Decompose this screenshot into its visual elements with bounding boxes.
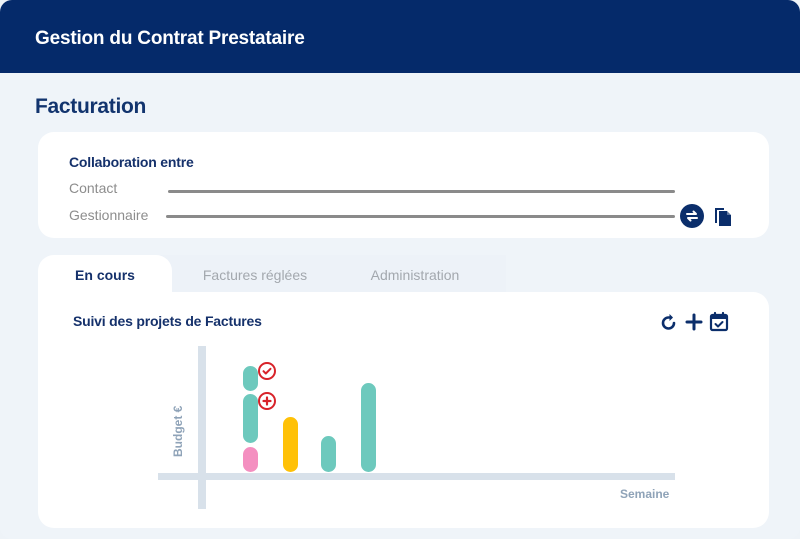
- copy-button[interactable]: [712, 204, 734, 228]
- copy-icon: [715, 208, 731, 226]
- swap-button[interactable]: [680, 204, 704, 228]
- page-title: Facturation: [35, 95, 147, 118]
- app-title: Gestion du Contrat Prestataire: [35, 28, 305, 49]
- plus-circle-icon: [262, 396, 272, 406]
- bar-4[interactable]: [361, 383, 376, 472]
- plus-icon: [685, 313, 703, 331]
- y-axis-label: Budget €: [171, 405, 185, 457]
- tab-en-cours[interactable]: En cours: [38, 255, 172, 295]
- collaboration-card: Collaboration entre Contact Gestionnaire: [38, 132, 769, 238]
- gestionnaire-field[interactable]: [166, 215, 675, 218]
- check-icon: [262, 367, 272, 375]
- bar-1-segment-teal[interactable]: [243, 394, 258, 443]
- refresh-icon: [661, 314, 676, 330]
- calendar-check-icon: [709, 311, 729, 332]
- x-axis: [158, 473, 675, 480]
- collaboration-title: Collaboration entre: [69, 154, 194, 170]
- contact-field[interactable]: [168, 190, 675, 193]
- bar-3[interactable]: [321, 436, 336, 472]
- refresh-button[interactable]: [658, 311, 680, 333]
- y-axis: [198, 346, 206, 509]
- x-axis-label: Semaine: [620, 487, 670, 501]
- tab-administration[interactable]: Administration: [370, 267, 460, 283]
- swap-icon: [680, 204, 704, 228]
- bar-2[interactable]: [283, 417, 298, 472]
- add-item-badge[interactable]: [258, 392, 276, 410]
- add-button[interactable]: [683, 311, 705, 333]
- bar-1-segment-teal-top[interactable]: [243, 366, 258, 391]
- bar-1-segment-pink[interactable]: [243, 447, 258, 472]
- invoice-tracking-card: Suivi des projets de Factures: [38, 292, 769, 528]
- validated-badge[interactable]: [258, 362, 276, 380]
- section-title: Suivi des projets de Factures: [73, 313, 262, 329]
- tab-factures-reglees[interactable]: Factures réglées: [202, 267, 308, 283]
- contact-label: Contact: [69, 180, 118, 196]
- calendar-button[interactable]: [707, 310, 731, 334]
- gestionnaire-label: Gestionnaire: [69, 207, 149, 223]
- top-bar: Gestion du Contrat Prestataire: [0, 0, 800, 73]
